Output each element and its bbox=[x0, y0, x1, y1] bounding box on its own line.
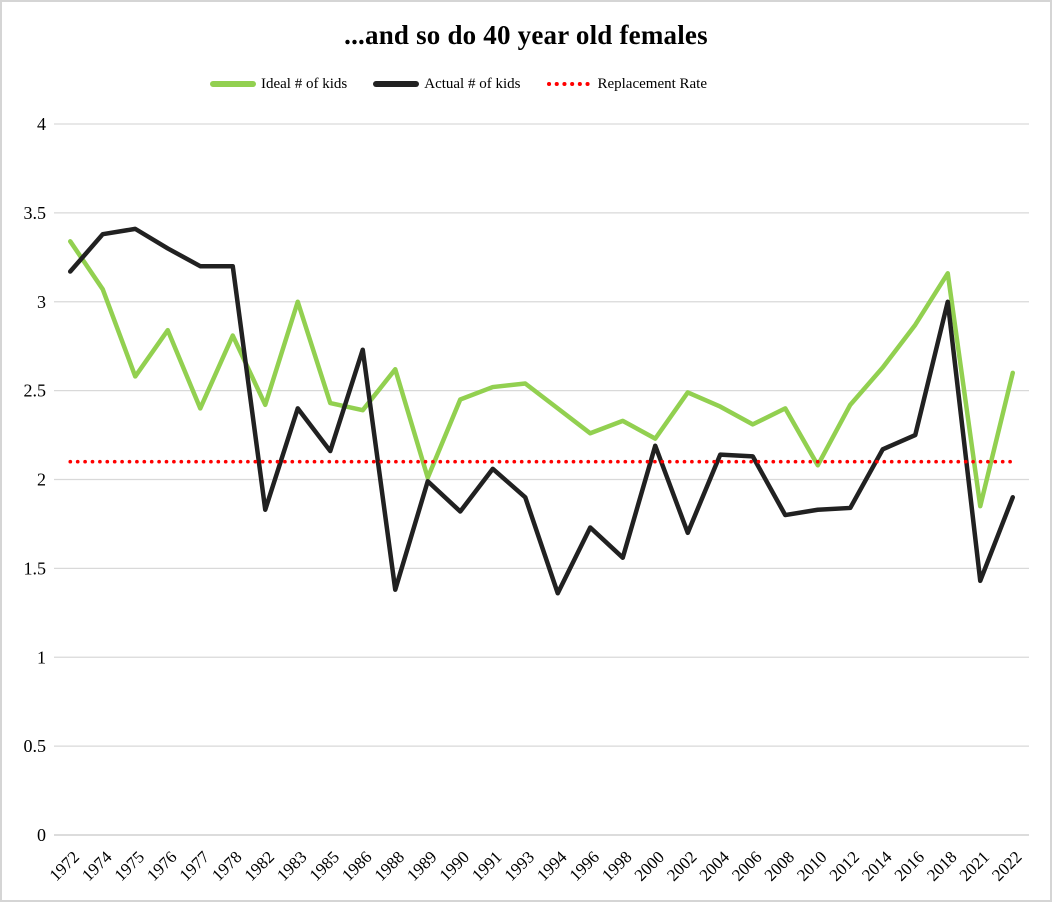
x-axis-tick-label: 1994 bbox=[533, 847, 571, 885]
x-axis-tick-label: 2016 bbox=[891, 847, 928, 884]
ideal-line-swatch bbox=[210, 81, 256, 87]
x-axis-tick-label: 2008 bbox=[761, 847, 798, 884]
x-axis-tick-label: 2006 bbox=[728, 847, 765, 884]
x-axis-tick-label: 2000 bbox=[631, 847, 668, 884]
x-axis-tick-label: 1982 bbox=[241, 847, 278, 884]
x-axis-tick-label: 2022 bbox=[988, 847, 1025, 884]
x-axis-tick-label: 1998 bbox=[598, 847, 635, 884]
x-axis-tick-label: 1991 bbox=[468, 847, 505, 884]
y-axis-tick-label: 3.5 bbox=[24, 203, 47, 223]
x-axis-tick-label: 1977 bbox=[176, 847, 214, 885]
x-axis-tick-label: 2004 bbox=[696, 847, 734, 885]
legend-label-ideal: Ideal # of kids bbox=[261, 75, 348, 92]
x-axis-tick-label: 1975 bbox=[111, 847, 148, 884]
x-axis-tick-label: 1989 bbox=[403, 847, 440, 884]
x-axis-tick-label: 1974 bbox=[78, 847, 116, 885]
x-axis-tick-label: 1985 bbox=[306, 847, 343, 884]
y-axis-tick-label: 0 bbox=[37, 825, 46, 845]
legend-item-actual: Actual # of kids bbox=[373, 76, 520, 93]
y-axis-tick-label: 0.5 bbox=[24, 736, 47, 756]
y-axis-tick-label: 2.5 bbox=[24, 381, 47, 401]
y-axis-tick-label: 2 bbox=[37, 470, 46, 490]
x-axis-tick-label: 1990 bbox=[436, 847, 473, 884]
x-axis-tick-label: 1996 bbox=[566, 847, 603, 884]
x-axis-tick-label: 2002 bbox=[663, 847, 700, 884]
chart-title: ...and so do 40 year old females bbox=[344, 20, 708, 50]
x-axis-tick-label: 1988 bbox=[371, 847, 408, 884]
x-axis-tick-label: 2018 bbox=[923, 847, 960, 884]
x-axis-tick-label: 2012 bbox=[826, 847, 863, 884]
x-axis-tick-label: 1972 bbox=[46, 847, 83, 884]
legend-item-replacement-rate: Replacement Rate bbox=[546, 76, 707, 93]
x-axis-tick-label: 1978 bbox=[208, 847, 245, 884]
y-axis-tick-label: 1.5 bbox=[24, 558, 47, 578]
x-axis-tick-label: 2010 bbox=[793, 847, 830, 884]
x-axis-tick-label: 2014 bbox=[858, 847, 896, 885]
legend-item-ideal: Ideal # of kids bbox=[210, 76, 347, 93]
x-axis-tick-label: 1993 bbox=[501, 847, 538, 884]
actual-line-swatch bbox=[373, 81, 420, 87]
series-line-actual bbox=[68, 226, 1015, 596]
series-line-ideal bbox=[68, 239, 1015, 509]
replacement-rate-swatch bbox=[547, 82, 592, 86]
x-axis-tick-label: 1986 bbox=[338, 847, 375, 884]
y-axis-tick-label: 4 bbox=[37, 114, 46, 134]
legend-label-replacement-rate: Replacement Rate bbox=[597, 75, 708, 92]
x-axis-tick-label: 1976 bbox=[143, 847, 180, 884]
legend-label-actual: Actual # of kids bbox=[424, 75, 521, 92]
chart-legend: Ideal # of kids Actual # of kids Replace… bbox=[210, 73, 707, 95]
y-axis-tick-label: 1 bbox=[37, 647, 46, 667]
x-axis-tick-label: 1983 bbox=[273, 847, 310, 884]
x-axis-tick-label: 2021 bbox=[956, 847, 993, 884]
y-axis-tick-label: 3 bbox=[37, 292, 46, 312]
